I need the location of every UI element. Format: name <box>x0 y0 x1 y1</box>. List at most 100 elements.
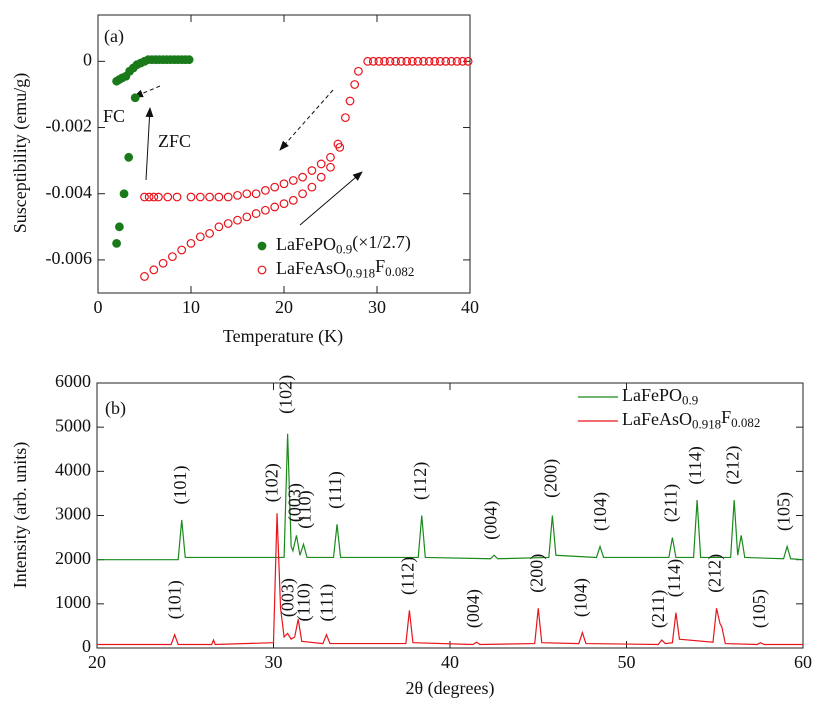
data-point <box>140 272 149 281</box>
zfc-arrow <box>145 107 154 181</box>
y-tick-label: 0 <box>82 636 91 656</box>
peak-label: (101) <box>165 580 186 619</box>
data-point <box>458 56 467 66</box>
peak-label: (003) <box>278 578 299 617</box>
y-axis-title: Intensity (arb. units) <box>10 442 31 588</box>
y-tick-label: 1000 <box>55 592 91 612</box>
x-tick-label: 30 <box>265 652 283 672</box>
x-tick-label: 30 <box>368 297 386 317</box>
legend-label: LaFePO0.9 <box>622 385 698 407</box>
data-point <box>380 56 389 66</box>
peak-label: (111) <box>325 471 346 509</box>
data-point <box>223 219 233 228</box>
data-point <box>354 66 363 76</box>
data-point <box>124 152 134 162</box>
fc-arrow <box>279 89 334 151</box>
data-point <box>326 162 335 172</box>
data-point <box>402 56 412 66</box>
data-point <box>154 192 163 202</box>
data-point <box>195 232 205 242</box>
y-tick-label: 3000 <box>55 504 91 524</box>
peak-label: (114) <box>664 559 685 597</box>
data-point <box>130 93 140 103</box>
y-tick-label: -0.006 <box>46 248 93 268</box>
y-tick-label: 4000 <box>55 459 91 479</box>
peak-label: (004) <box>480 501 501 540</box>
data-point <box>172 192 182 202</box>
data-point <box>149 265 159 275</box>
data-point <box>385 56 395 66</box>
peak-label: (111) <box>316 584 337 622</box>
y-tick-label: 6000 <box>55 371 91 391</box>
spectrum-line <box>97 433 804 561</box>
data-point <box>112 238 121 248</box>
x-tick-label: 60 <box>794 652 812 672</box>
data-point <box>251 209 261 218</box>
peak-label: (112) <box>410 462 431 500</box>
data-point <box>288 195 298 205</box>
data-point <box>350 80 360 89</box>
data-point <box>144 192 154 202</box>
data-point <box>261 186 270 195</box>
data-point <box>205 192 215 202</box>
data-point <box>452 56 462 66</box>
data-point <box>270 202 280 212</box>
data-point <box>223 192 233 202</box>
data-point <box>167 252 177 261</box>
data-point <box>326 152 335 162</box>
data-point <box>195 192 205 202</box>
data-point <box>316 172 326 182</box>
data-point <box>307 166 317 175</box>
data-point <box>114 222 124 232</box>
data-point <box>261 205 270 215</box>
annotation: (b) <box>105 398 126 419</box>
x-tick-label: 20 <box>275 297 293 317</box>
peak-label: (110) <box>294 490 315 528</box>
data-point <box>119 189 129 199</box>
data-point <box>177 245 187 255</box>
legend-marker <box>257 241 267 251</box>
y-tick-label: -0.002 <box>46 116 93 136</box>
data-point <box>184 55 194 65</box>
x-axis-title: Temperature (K) <box>223 326 343 347</box>
y-axis-title: Susceptibility (emu/g) <box>10 73 31 233</box>
x-tick-label: 40 <box>461 297 479 317</box>
y-tick-label: 5000 <box>55 415 91 435</box>
peak-label: (104) <box>590 492 611 531</box>
data-point <box>214 192 224 202</box>
data-point <box>447 56 456 66</box>
data-point <box>413 56 423 66</box>
peak-label: (110) <box>293 583 314 621</box>
y-tick-label: 2000 <box>55 548 91 568</box>
data-point <box>186 192 196 202</box>
data-point <box>205 229 215 238</box>
peak-label: (200) <box>526 554 547 593</box>
peak-label: (112) <box>398 557 419 595</box>
peak-label: (114) <box>685 446 706 484</box>
zfc-arrow <box>299 171 363 226</box>
legend-label: LaFePO0.9(×1/2.7) <box>276 232 411 256</box>
data-point <box>424 56 434 66</box>
data-point <box>251 189 261 199</box>
data-point <box>270 182 280 192</box>
data-point <box>441 56 451 66</box>
data-point <box>233 215 242 225</box>
data-point <box>158 258 168 268</box>
x-tick-label: 0 <box>94 297 103 317</box>
peak-label: (004) <box>463 589 484 628</box>
x-tick-label: 50 <box>618 652 636 672</box>
legend-label: LaFeAsO0.918F0.082 <box>276 256 414 280</box>
data-point <box>345 96 355 106</box>
panel: 20 30 40 50 60 0 1000 2000 3000 4000 5000 6000 2θ (d… <box>10 371 812 699</box>
annotation: ZFC <box>158 131 191 151</box>
data-point <box>140 192 149 202</box>
data-point <box>149 192 159 202</box>
peak-label: (003) <box>285 483 306 522</box>
data-point <box>374 56 384 66</box>
data-point <box>242 189 252 199</box>
annotation: FC <box>103 106 125 126</box>
data-point <box>163 192 173 202</box>
peak-label: (104) <box>571 578 592 617</box>
peak-label: (200) <box>540 459 561 498</box>
